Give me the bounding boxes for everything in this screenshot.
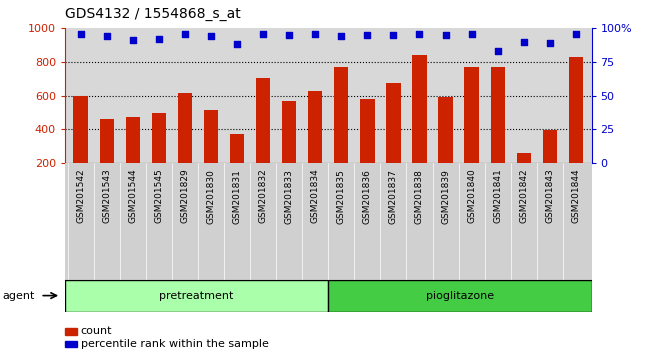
Bar bbox=[517, 153, 531, 196]
Text: GSM201544: GSM201544 bbox=[128, 169, 137, 223]
Bar bbox=[99, 119, 114, 196]
Bar bbox=[125, 118, 140, 196]
Point bbox=[284, 32, 294, 38]
Bar bbox=[73, 96, 88, 196]
Text: agent: agent bbox=[2, 291, 34, 301]
Text: GSM201830: GSM201830 bbox=[207, 169, 215, 224]
Text: GSM201833: GSM201833 bbox=[285, 169, 294, 224]
Text: GSM201836: GSM201836 bbox=[363, 169, 372, 224]
Point bbox=[545, 40, 555, 46]
Bar bbox=[328, 280, 592, 312]
Text: GSM201545: GSM201545 bbox=[154, 169, 163, 223]
Point bbox=[153, 36, 164, 42]
Text: GSM201838: GSM201838 bbox=[415, 169, 424, 224]
Text: GSM201843: GSM201843 bbox=[545, 169, 554, 223]
Text: GSM201542: GSM201542 bbox=[76, 169, 85, 223]
Bar bbox=[386, 84, 400, 196]
Bar bbox=[151, 113, 166, 196]
Bar bbox=[204, 110, 218, 196]
Point bbox=[75, 31, 86, 36]
Bar bbox=[360, 99, 374, 196]
Point bbox=[127, 38, 138, 43]
Point bbox=[362, 32, 372, 38]
Point bbox=[179, 31, 190, 36]
Bar bbox=[569, 57, 583, 196]
Bar bbox=[282, 101, 296, 196]
Text: GSM201837: GSM201837 bbox=[389, 169, 398, 224]
Point bbox=[519, 39, 529, 45]
Point bbox=[388, 32, 398, 38]
Text: GSM201840: GSM201840 bbox=[467, 169, 476, 223]
Point bbox=[232, 42, 242, 47]
Bar bbox=[543, 130, 557, 196]
Bar bbox=[308, 91, 322, 196]
Text: pretreatment: pretreatment bbox=[159, 291, 234, 301]
Point bbox=[493, 48, 503, 54]
Point bbox=[206, 34, 216, 39]
Bar bbox=[230, 134, 244, 196]
Text: GSM201841: GSM201841 bbox=[493, 169, 502, 223]
Point bbox=[571, 31, 581, 36]
Point bbox=[310, 31, 320, 36]
Point bbox=[101, 34, 112, 39]
Bar bbox=[256, 78, 270, 196]
Text: GSM201829: GSM201829 bbox=[181, 169, 189, 223]
Text: GSM201835: GSM201835 bbox=[337, 169, 346, 224]
Text: GSM201543: GSM201543 bbox=[102, 169, 111, 223]
Text: GSM201834: GSM201834 bbox=[311, 169, 320, 223]
Point bbox=[414, 31, 424, 36]
Bar bbox=[65, 280, 328, 312]
Text: GSM201844: GSM201844 bbox=[571, 169, 580, 223]
Point bbox=[440, 32, 450, 38]
Text: GSM201842: GSM201842 bbox=[519, 169, 528, 223]
Text: GSM201832: GSM201832 bbox=[259, 169, 268, 223]
Bar bbox=[438, 97, 452, 196]
Text: count: count bbox=[81, 326, 112, 336]
Bar bbox=[465, 67, 479, 196]
Text: GDS4132 / 1554868_s_at: GDS4132 / 1554868_s_at bbox=[65, 7, 240, 21]
Bar bbox=[491, 67, 505, 196]
Text: GSM201831: GSM201831 bbox=[233, 169, 242, 224]
Bar bbox=[177, 92, 192, 196]
Text: pioglitazone: pioglitazone bbox=[426, 291, 494, 301]
Text: percentile rank within the sample: percentile rank within the sample bbox=[81, 339, 268, 349]
Point bbox=[258, 31, 268, 36]
Point bbox=[467, 31, 477, 36]
Point bbox=[336, 34, 346, 39]
Bar bbox=[334, 67, 348, 196]
Bar bbox=[412, 55, 426, 196]
Text: GSM201839: GSM201839 bbox=[441, 169, 450, 224]
